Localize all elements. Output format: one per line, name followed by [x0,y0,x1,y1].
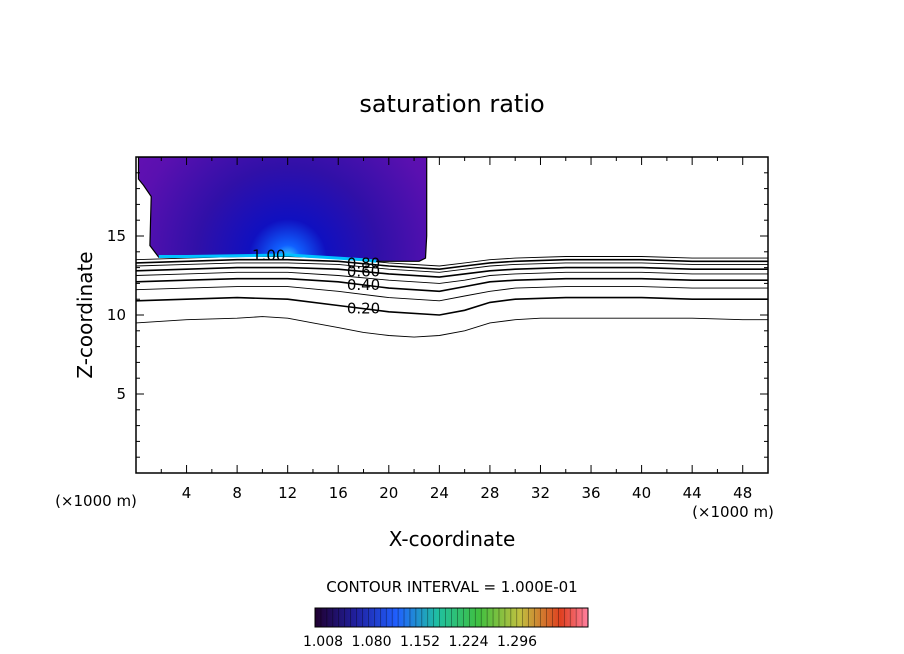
colorbar-tick-label: 1.080 [351,634,391,650]
contour-lines [136,253,768,338]
x-tick-label: 40 [632,484,651,502]
x-tick-label: 44 [683,484,702,502]
contour-label: 0.60 [347,263,380,281]
contour-line [158,253,377,263]
y-tick-label: 5 [116,385,126,403]
contour-line [136,271,768,284]
contour-label: 1.00 [252,246,285,264]
contour-label: 0.80 [347,255,380,273]
x-tick-label: 28 [480,484,499,502]
y-axis-ticks: 5 10 15 [107,172,768,458]
x-tick-label: 48 [733,484,752,502]
contour-labels: 0.20 0.400.600.80 1.00 [252,246,380,317]
x-tick-label: 12 [278,484,297,502]
x-tick-label: 24 [430,484,449,502]
colorbar-tick-labels: 1.008 1.080 1.152 1.224 1.296 [303,634,537,650]
x-unit-label: (×1000 m) [692,503,774,521]
colorbar-tick-label: 1.224 [448,634,488,650]
contour-label: 0.20 [347,300,380,318]
y-tick-label: 10 [107,306,126,324]
contour-line [136,316,768,338]
colorbar-tick-label: 1.008 [303,634,343,650]
chart-title: saturation ratio [359,90,544,118]
x-tick-label: 36 [581,484,600,502]
contour-interval-text: CONTOUR INTERVAL = 1.000E-01 [326,578,577,596]
x-axis-ticks: 4 8 12 16 20 24 28 32 36 40 44 48 [160,157,752,502]
x-tick-label: 16 [329,484,348,502]
z-unit-label: (×1000 m) [55,492,137,510]
contour-line [136,258,768,271]
y-axis-label: Z-coordinate [73,251,97,378]
x-tick-label: 20 [379,484,398,502]
contour-line [136,262,768,273]
colorbar-tick-label: 1.296 [497,634,537,650]
x-tick-label: 8 [232,484,242,502]
colorbar-stripes [320,608,583,627]
contour-label: 0.40 [347,276,380,294]
y-tick-label: 15 [107,227,126,245]
contour-line [136,266,768,278]
x-tick-label: 4 [182,484,192,502]
contour-line [136,286,768,302]
x-tick-label: 32 [531,484,550,502]
contour-line [136,277,768,293]
colorbar-tick-label: 1.152 [400,634,440,650]
contour-line [136,296,768,316]
x-axis-label: X-coordinate [389,527,516,551]
